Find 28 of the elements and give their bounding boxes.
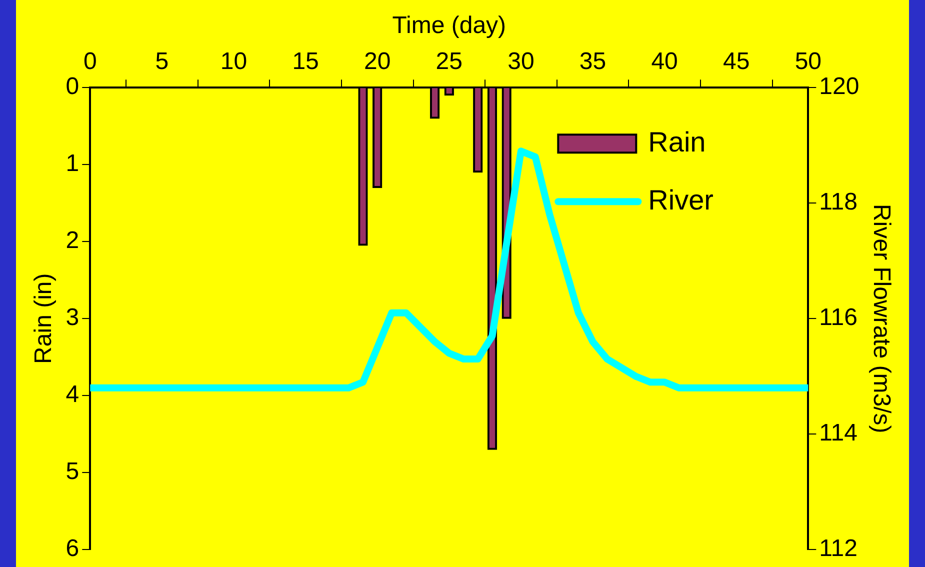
y2-tick-label: 118 [819,188,858,216]
y-tick-label: 5 [66,458,80,486]
y-tick-label: 4 [66,381,80,408]
x-axis-title: Time (day) [392,12,506,40]
y2-axis-title: River Flowrate (m3/s) [868,204,895,434]
x-tick-label: 0 [83,48,97,75]
x-tick-label: 35 [579,48,606,75]
y2-tick-label: 114 [819,420,858,447]
y2-tick-label: 120 [819,73,860,100]
y2-tick-label: 112 [819,535,858,562]
y-tick-label: 0 [66,73,80,100]
x-tick-label: 40 [651,48,678,75]
y-tick-label: 6 [66,535,80,562]
x-tick-label: 20 [364,48,391,75]
y-tick-label: 1 [66,150,80,178]
x-tick-label: 50 [794,48,822,75]
x-tick-label: 10 [220,48,248,75]
legend-label: River [648,184,714,216]
y-axis-title: Rain (in) [30,273,58,364]
x-tick-label: 15 [292,48,319,75]
legend-label: Rain [648,126,706,158]
x-tick-label: 25 [436,48,463,75]
y2-tick-label: 116 [819,304,858,332]
x-tick-label: 30 [508,48,534,75]
x-tick-label: 5 [155,48,169,75]
y-tick-label: 2 [66,227,80,254]
y-tick-label: 3 [66,304,80,332]
x-tick-label: 45 [723,48,750,75]
